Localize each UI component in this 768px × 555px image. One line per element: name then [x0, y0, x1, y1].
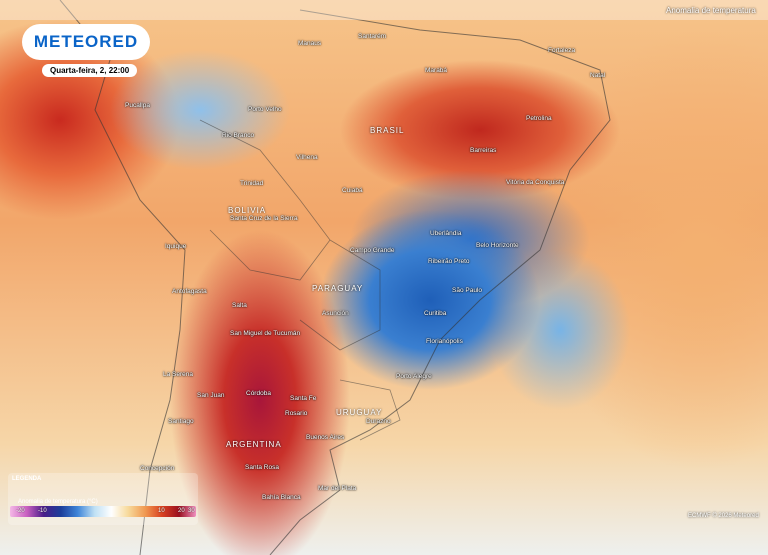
city-label: Belo Horizonte [476, 242, 519, 249]
city-label: Buenos Aires [306, 434, 345, 441]
city-label: Ribeirão Preto [428, 258, 470, 265]
city-label: Cuiabá [342, 187, 363, 194]
country-label: URUGUAY [336, 408, 383, 417]
legend-subtitle: Anomalia de temperatura (°C) [18, 499, 98, 505]
city-label: Natal [590, 72, 606, 79]
legend: LEGENDA Anomalia de temperatura (°C) -20… [8, 473, 198, 525]
city-label: Rosario [285, 410, 308, 417]
city-label: Florianópolis [426, 338, 463, 345]
scale-tick-label: -10 [38, 508, 47, 514]
country-label: PARAGUAY [312, 284, 364, 293]
city-label: Santarém [358, 33, 387, 40]
city-label: Salta [232, 302, 247, 309]
color-scale [10, 506, 196, 517]
country-label: BOLIVIA [228, 206, 267, 215]
city-label: San Juan [197, 392, 225, 399]
city-label: Pucallpa [125, 102, 150, 109]
city-label: Santa Fe [290, 395, 317, 402]
legend-title: LEGENDA [12, 476, 42, 482]
city-label: Concepción [140, 465, 175, 472]
city-label: Porto Alegre [396, 373, 432, 380]
city-label: Campo Grande [350, 247, 395, 254]
credit: ECMWF © 2026 Meteored [688, 513, 759, 519]
city-label: Antofagasta [172, 288, 207, 295]
country-label: BRASIL [370, 126, 405, 135]
city-label: Rio Branco [222, 132, 255, 139]
country-borders [199, 119, 401, 441]
scale-tick-label: 20 [178, 508, 185, 514]
city-label: La Serena [163, 371, 193, 378]
brand-logo[interactable]: METEORED [22, 24, 150, 60]
city-label: Santa Rosa [245, 464, 279, 471]
city-label: Curitiba [424, 310, 447, 317]
city-label: Vilhena [296, 154, 318, 161]
top-bar [0, 0, 768, 20]
city-label: São Paulo [452, 287, 482, 294]
city-label: Porto Velho [248, 106, 282, 113]
city-label: Asunción [322, 310, 349, 317]
city-label: Manaus [298, 40, 322, 47]
city-label: Fortaleza [548, 47, 576, 54]
city-label: Mar del Plata [318, 485, 357, 492]
city-label: Barreiras [470, 147, 497, 154]
scale-tick-label: 10 [158, 508, 165, 514]
layer-title[interactable]: Anomalia de temperatura [666, 6, 756, 15]
city-label: Córdoba [246, 390, 271, 397]
country-label: ARGENTINA [226, 440, 282, 449]
city-label: Iquique [165, 243, 187, 250]
city-label: Santiago [168, 418, 194, 425]
city-label: Bahía Blanca [262, 494, 301, 501]
datetime: Quarta-feira, 2, 22:00 [42, 64, 138, 77]
city-label: Trinidad [240, 180, 264, 187]
city-label: Petrolina [526, 115, 552, 122]
city-label: Vitória da Conquista [506, 179, 565, 186]
city-label: Santa Cruz de la Sierra [230, 215, 298, 222]
scale-tick-label: 30 [188, 508, 195, 514]
scale-tick-label: -20 [16, 508, 25, 514]
city-label: Durazno [366, 418, 391, 425]
city-label: Marabá [425, 67, 448, 74]
city-label: San Miguel de Tucumán [230, 330, 301, 337]
city-label: Uberlândia [430, 230, 462, 237]
